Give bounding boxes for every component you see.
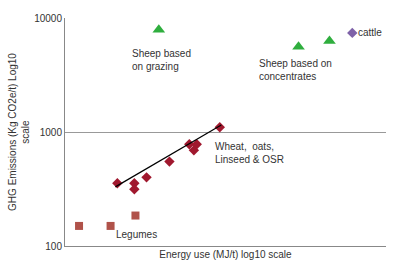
svg-text:10000: 10000 [34,13,62,24]
svg-text:Wheat, oats,Linseed & OSR: Wheat, oats,Linseed & OSR [215,141,284,165]
svg-text:Energy use (MJ/t) log10 scale: Energy use (MJ/t) log10 scale [159,249,292,260]
svg-text:Legumes: Legumes [116,229,157,240]
svg-text:GHG Emissions (Kg CO2e/t) Log1: GHG Emissions (Kg CO2e/t) Log10scale [7,53,31,211]
svg-text:1000: 1000 [40,127,63,138]
svg-text:100: 100 [45,241,62,252]
svg-text:cattle: cattle [358,27,382,38]
svg-text:Sheep based onconcentrates: Sheep based onconcentrates [259,58,332,82]
svg-text:Sheep basedon grazing: Sheep basedon grazing [132,48,191,72]
